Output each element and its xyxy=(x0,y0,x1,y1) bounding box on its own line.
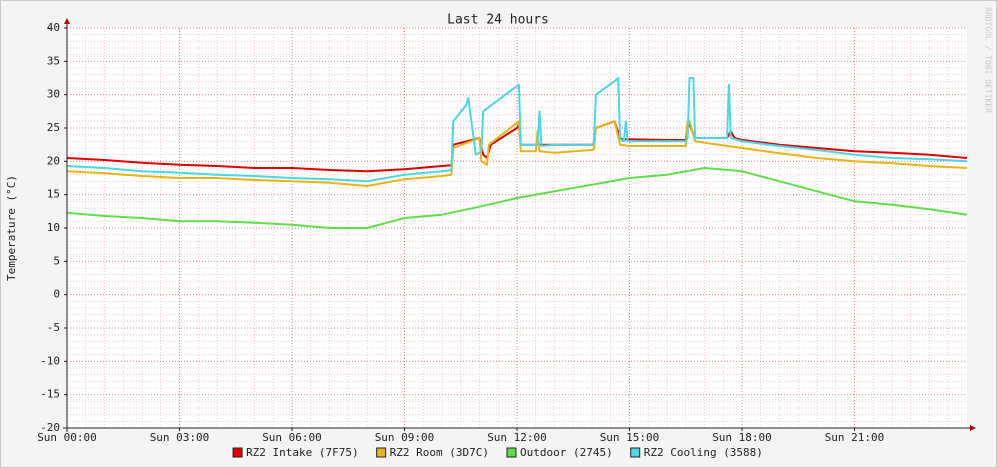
y-tick-label: 20 xyxy=(47,154,60,167)
series-line xyxy=(66,77,968,183)
y-tick-label: 5 xyxy=(53,254,60,267)
axis-arrow xyxy=(970,425,976,431)
lines xyxy=(66,77,968,229)
legend-swatch xyxy=(232,447,243,458)
y-tick-label: 30 xyxy=(47,88,60,101)
y-tick-label: 15 xyxy=(47,188,60,201)
y-axis-label: Temperature (°C) xyxy=(5,175,18,281)
x-tick-label: Sun 03:00 xyxy=(150,431,210,444)
legend-swatch xyxy=(376,447,387,458)
y-tick-label: 35 xyxy=(47,54,60,67)
watermark: RRDTOOL / TOBI OETIKER xyxy=(984,7,993,113)
x-tick-label: Sun 21:00 xyxy=(825,431,885,444)
legend-label: RZ2 Room (3D7C) xyxy=(390,446,489,459)
series-line xyxy=(66,167,968,229)
legend-label: RZ2 Intake (7F75) xyxy=(246,446,359,459)
axis-arrow xyxy=(64,18,70,24)
legend-label: Outdoor (2745) xyxy=(520,446,613,459)
grid xyxy=(66,27,967,429)
chart-title: Last 24 hours xyxy=(447,13,549,28)
y-tick-label: -20 xyxy=(40,421,60,434)
x-tick-label: Sun 06:00 xyxy=(262,431,322,444)
x-tick-label: Sun 00:00 xyxy=(37,431,97,444)
x-tick-label: Sun 15:00 xyxy=(600,431,660,444)
y-tick-label: 0 xyxy=(53,288,60,301)
x-tick-label: Sun 09:00 xyxy=(375,431,435,444)
y-tick-label: -5 xyxy=(47,321,60,334)
y-tick-label: 40 xyxy=(47,21,60,34)
legend-swatch xyxy=(506,447,517,458)
y-tick-label: 25 xyxy=(47,121,60,134)
x-tick-label: Sun 18:00 xyxy=(712,431,772,444)
y-tick-label: -10 xyxy=(40,354,60,367)
x-tick-label: Sun 12:00 xyxy=(487,431,547,444)
legend-label: RZ2 Cooling (3588) xyxy=(644,446,763,459)
legend-swatch xyxy=(630,447,641,458)
y-tick-label: 10 xyxy=(47,221,60,234)
y-tick-label: -15 xyxy=(40,388,60,401)
legend: RZ2 Intake (7F75) RZ2 Room (3D7C) Outdoor … xyxy=(232,446,763,459)
